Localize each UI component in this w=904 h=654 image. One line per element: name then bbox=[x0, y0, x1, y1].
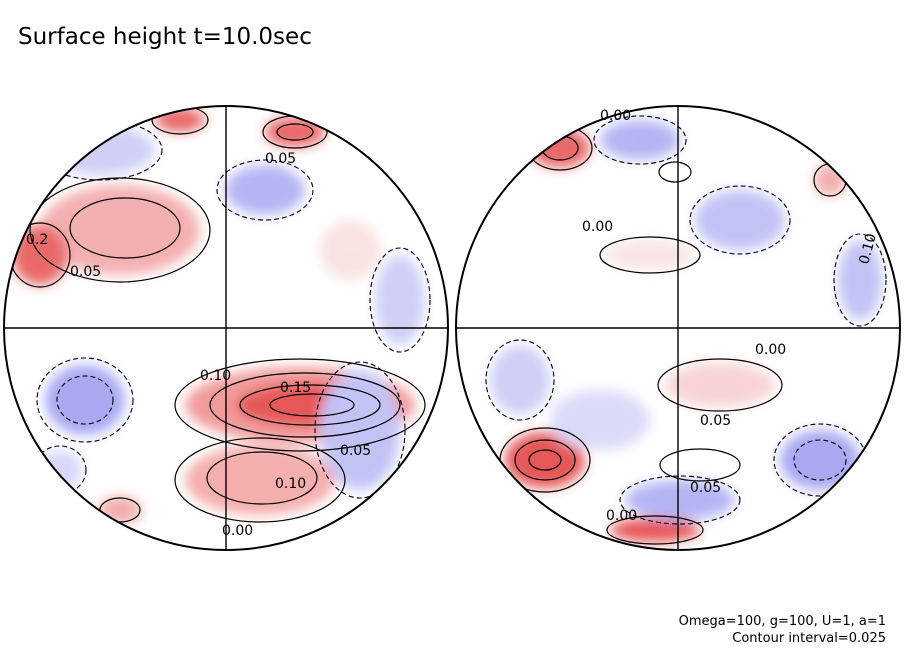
contour-interval-line: Contour interval=0.025 bbox=[732, 631, 886, 646]
contour-label: 0.05 bbox=[265, 151, 296, 167]
right-hemisphere: 0.00 0.00 0.00 0.05 0.05 0.10 0.00 bbox=[455, 105, 901, 551]
contour-label: 0.00 bbox=[606, 508, 637, 524]
parameter-caption: Omega=100, g=100, U=1, a=1 Contour inter… bbox=[679, 613, 886, 647]
figure-title: Surface height t=10.0sec bbox=[18, 24, 312, 50]
contour-label: 0.10 bbox=[856, 232, 880, 266]
contour-label: 0.00 bbox=[755, 342, 786, 358]
contour-label: 0.10 bbox=[200, 368, 231, 384]
contour-label: 0.00 bbox=[222, 523, 253, 539]
parameter-line: Omega=100, g=100, U=1, a=1 bbox=[678, 614, 886, 629]
contour-label: 0.15 bbox=[280, 380, 311, 396]
left-hemisphere: 0.05 0.05 0.10 0.15 0.05 0.10 0.00 0.2 bbox=[3, 105, 449, 551]
contour-label: 0.00 bbox=[582, 219, 613, 235]
contour-label: 0.10 bbox=[275, 476, 306, 492]
contour-label: 0.2 bbox=[26, 232, 48, 248]
contour-label: 0.05 bbox=[690, 480, 721, 496]
contour-label: 0.05 bbox=[70, 264, 101, 280]
contour-label: 0.00 bbox=[600, 108, 631, 124]
contour-label: 0.05 bbox=[340, 443, 371, 459]
contour-label: 0.05 bbox=[700, 413, 731, 429]
